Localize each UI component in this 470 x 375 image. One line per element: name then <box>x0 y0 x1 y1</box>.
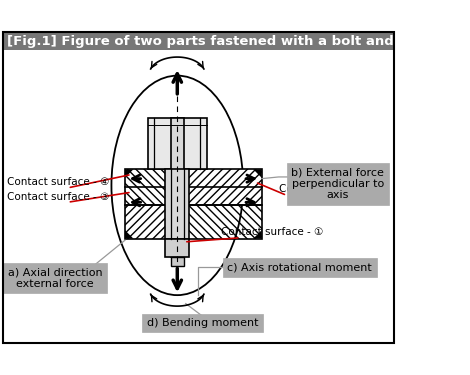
Text: Contact surface - ⑤: Contact surface - ⑤ <box>279 184 381 194</box>
Bar <box>165 170 189 238</box>
Text: Contact surface - ③: Contact surface - ③ <box>7 192 109 202</box>
Bar <box>171 118 184 257</box>
Text: a) Axial direction
external force: a) Axial direction external force <box>8 267 102 289</box>
Bar <box>125 205 177 238</box>
Text: Contact surface - ①: Contact surface - ① <box>221 227 323 237</box>
Polygon shape <box>253 230 262 238</box>
Text: d) Bending moment: d) Bending moment <box>147 318 258 328</box>
Bar <box>148 118 207 170</box>
Polygon shape <box>125 170 133 178</box>
Bar <box>125 205 262 238</box>
Bar <box>2 32 394 50</box>
Text: b) External force
perpendicular to
axis: b) External force perpendicular to axis <box>291 167 384 200</box>
Ellipse shape <box>111 76 243 295</box>
Bar <box>171 257 184 265</box>
Polygon shape <box>125 230 133 238</box>
Bar <box>177 205 262 238</box>
Text: [Fig.1] Figure of two parts fastened with a bolt and a nut: [Fig.1] Figure of two parts fastened wit… <box>7 34 437 48</box>
Bar <box>125 170 262 205</box>
Bar <box>165 238 189 257</box>
Bar <box>177 170 262 205</box>
Text: Contact surface - ④: Contact surface - ④ <box>7 177 109 187</box>
Bar <box>125 170 177 205</box>
Polygon shape <box>253 170 262 178</box>
Text: c) Axis rotational moment: c) Axis rotational moment <box>227 262 372 272</box>
